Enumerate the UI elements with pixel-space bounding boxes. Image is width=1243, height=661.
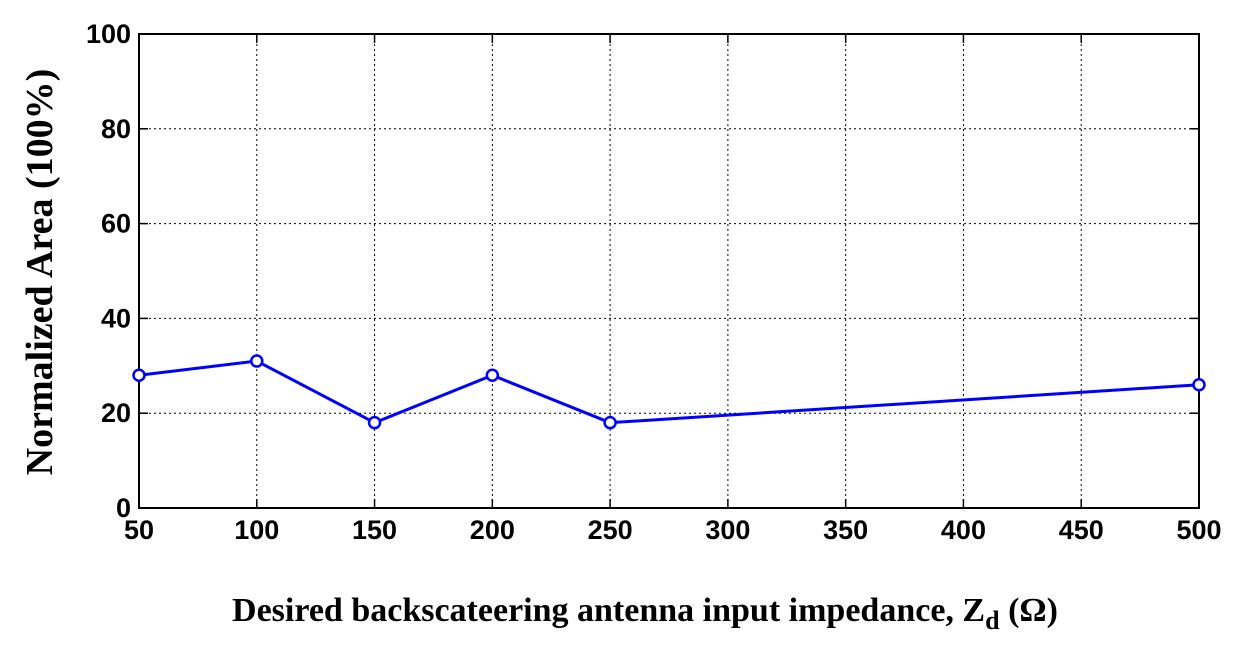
series-line [138, 359, 1200, 425]
x-tick-label: 150 [352, 515, 397, 545]
plot-frame [138, 33, 1200, 509]
data-point [250, 354, 264, 368]
y-tick-labels: 0 20 40 60 80 100 [86, 19, 131, 523]
x-tick-label: 350 [823, 515, 868, 545]
x-tick-label: 500 [1176, 515, 1221, 545]
y-tick-label: 0 [116, 493, 131, 523]
x-tick-label: 300 [705, 515, 750, 545]
data-point [603, 415, 617, 430]
y-tick-label: 40 [101, 303, 131, 333]
x-tick-label: 400 [941, 515, 986, 545]
x-axis-title: Desired backscateering antenna input imp… [232, 592, 1058, 635]
data-point [367, 415, 382, 430]
x-tick-label: 250 [588, 515, 633, 545]
data-point [485, 368, 500, 383]
x-tick-label: 200 [470, 515, 515, 545]
y-tick-label: 60 [101, 209, 131, 239]
y-tick-label: 20 [101, 398, 131, 428]
data-point [132, 368, 146, 383]
data-point [1192, 378, 1206, 392]
grid [139, 34, 1199, 508]
x-tick-label: 100 [234, 515, 279, 545]
ticks [138, 33, 1200, 509]
y-tick-label: 80 [101, 114, 131, 144]
x-tick-label: 450 [1059, 515, 1104, 545]
x-tick-label: 50 [124, 515, 154, 545]
x-axis-title-unit: (Ω) [1000, 592, 1058, 629]
x-axis-title-main: Desired backscateering antenna input imp… [232, 592, 985, 629]
y-tick-label: 100 [86, 19, 131, 49]
y-axis-title: Normalized Area (100%) [19, 69, 61, 476]
x-tick-labels: 50 100 150 200 250 300 350 400 450 500 [124, 515, 1222, 545]
series [132, 354, 1206, 430]
x-axis-title-subscript: d [985, 606, 1000, 635]
